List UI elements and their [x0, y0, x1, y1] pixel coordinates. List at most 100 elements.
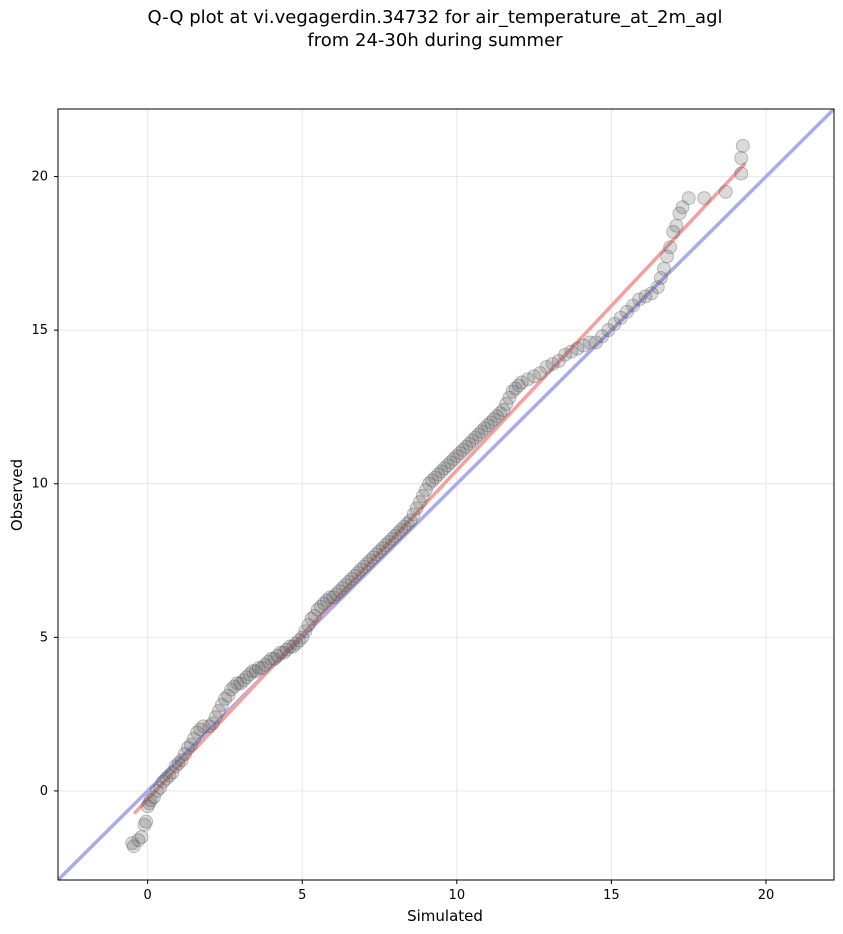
quantile-point — [431, 467, 446, 482]
quantile-point — [183, 737, 198, 752]
quantile-point — [391, 525, 406, 540]
quantile-point — [375, 541, 390, 556]
quantile-point — [329, 587, 344, 602]
quantile-point — [437, 461, 452, 476]
quantile-point — [310, 602, 325, 617]
quantile-point — [428, 470, 443, 485]
quantile-point — [224, 682, 239, 697]
quantile-point — [230, 676, 245, 691]
quantile-point — [360, 556, 375, 571]
quantile-point — [415, 489, 430, 504]
y-tick-label: 15 — [31, 323, 48, 338]
plot-frame — [57, 108, 835, 881]
quantile-point — [650, 280, 665, 295]
quantile-point — [292, 633, 307, 648]
quantile-point — [168, 759, 183, 774]
quantile-point — [276, 645, 291, 660]
quantile-point — [397, 519, 412, 534]
trend-lines — [58, 109, 834, 880]
quantile-point — [221, 688, 236, 703]
quantile-point — [734, 166, 749, 181]
quantile-point — [326, 590, 341, 605]
quantile-point — [258, 657, 273, 672]
quantile-point — [626, 298, 641, 313]
quantile-point — [162, 768, 177, 783]
fit-line — [133, 162, 747, 815]
quantile-point — [347, 568, 362, 583]
x-tick-label: 20 — [758, 888, 775, 903]
quantile-point — [153, 780, 168, 795]
quantile-point — [443, 455, 458, 470]
quantile-point — [363, 553, 378, 568]
quantile-point — [353, 562, 368, 577]
quantile-point — [267, 651, 282, 666]
quantile-point — [289, 636, 304, 651]
quantile-point — [273, 645, 288, 660]
quantile-point — [255, 661, 270, 676]
quantile-point — [202, 719, 217, 734]
quantile-point — [319, 593, 334, 608]
quantile-point — [344, 571, 359, 586]
quantile-point — [211, 704, 226, 719]
quantile-point — [477, 421, 492, 436]
quantile-point — [558, 347, 573, 362]
quantile-point — [735, 138, 750, 153]
x-tick-label: 0 — [144, 888, 152, 903]
quantile-point — [644, 286, 659, 301]
quantile-point — [217, 691, 232, 706]
quantile-point — [142, 796, 157, 811]
quantile-point — [316, 596, 331, 611]
quantile-point — [653, 270, 668, 285]
quantile-point — [588, 335, 603, 350]
quantile-point — [282, 639, 297, 654]
quantile-point — [341, 575, 356, 590]
x-axis-ticks: 0 5 10 15 20 — [144, 880, 775, 903]
quantile-point — [301, 618, 316, 633]
quantile-point — [313, 599, 328, 614]
quantile-point — [545, 356, 560, 371]
x-tick-label: 5 — [298, 888, 306, 903]
quantile-point — [576, 338, 591, 353]
quantile-point — [139, 814, 154, 829]
quantile-point — [248, 664, 263, 679]
quantile-point — [227, 679, 242, 694]
y-tick-label: 20 — [31, 170, 48, 185]
quantile-point — [177, 747, 192, 762]
quantile-point — [372, 544, 387, 559]
quantile-point — [264, 651, 279, 666]
quantile-point — [174, 753, 189, 768]
quantile-point — [394, 522, 409, 537]
quantile-point — [146, 790, 161, 805]
quantile-point — [474, 424, 489, 439]
quantile-points — [125, 138, 750, 854]
quantile-point — [446, 452, 461, 467]
quantile-point — [449, 449, 464, 464]
quantile-point — [406, 507, 421, 522]
quantile-point — [149, 783, 164, 798]
quantile-point — [295, 630, 310, 645]
quantile-point — [533, 366, 548, 381]
quantile-point — [208, 710, 223, 725]
quantile-point — [233, 676, 248, 691]
quantile-point — [452, 446, 467, 461]
quantile-point — [205, 716, 220, 731]
grid — [58, 109, 834, 880]
quantile-point — [409, 501, 424, 516]
quantile-point — [499, 396, 514, 411]
y-axis-ticks: 0 5 10 15 20 — [31, 170, 58, 799]
quantile-point — [196, 719, 211, 734]
quantile-point — [607, 317, 622, 332]
quantile-point — [193, 722, 208, 737]
quantile-point — [214, 697, 229, 712]
quantile-point — [663, 240, 678, 255]
quantile-point — [369, 547, 384, 562]
quantile-point — [350, 565, 365, 580]
y-tick-label: 10 — [31, 477, 48, 492]
quantile-point — [338, 578, 353, 593]
quantile-point — [582, 335, 597, 350]
quantile-point — [165, 765, 180, 780]
quantile-point — [159, 771, 174, 786]
quantile-point — [323, 590, 338, 605]
quantile-point — [471, 427, 486, 442]
quantile-point — [304, 611, 319, 626]
